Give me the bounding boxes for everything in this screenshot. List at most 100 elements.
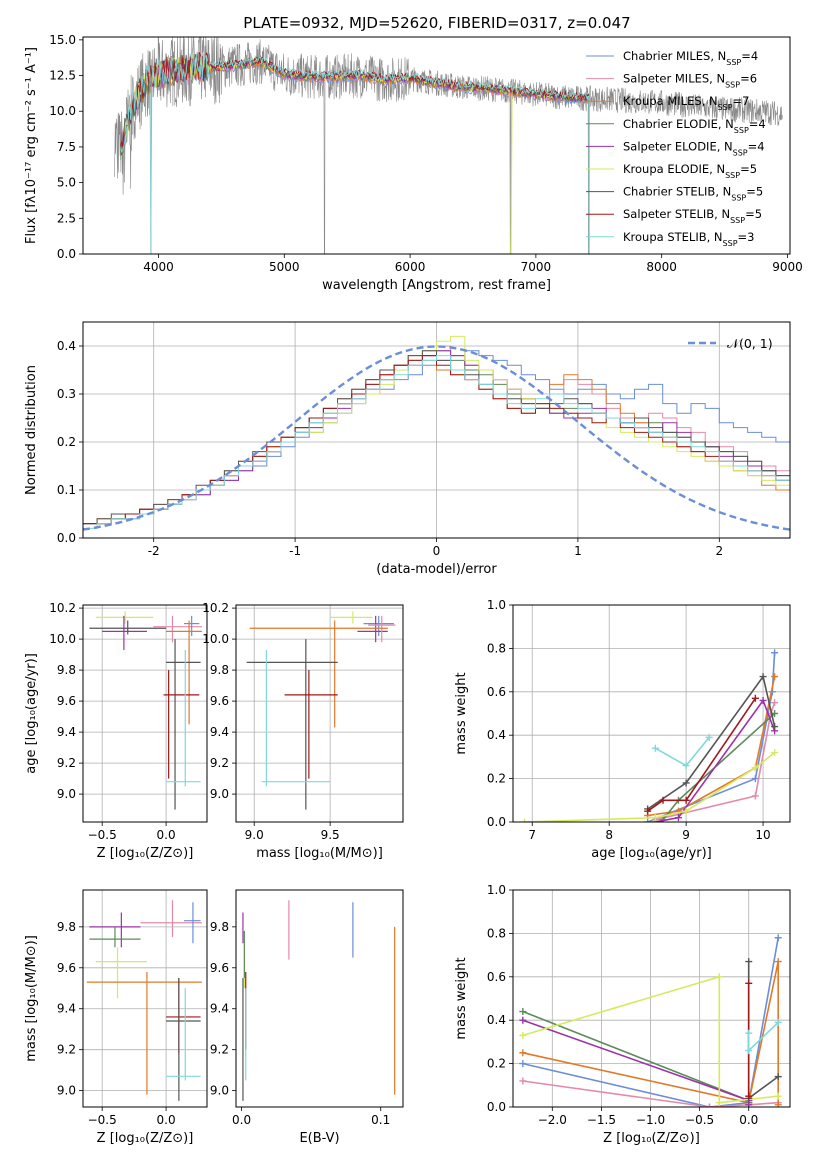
y-tick-label: 0.2 [487,772,506,786]
weight-point-marker [715,1099,723,1107]
weight-point-marker [705,1103,713,1107]
weight-point-marker [759,696,767,704]
x-tick-label: 5000 [269,260,300,274]
y-tick-label: 9.4 [210,1002,229,1016]
weight-point-marker [521,818,529,822]
y-tick-label: 10.0 [49,104,76,118]
x-tick-label: 9 [682,828,690,842]
y-tick-label: 9.6 [210,961,229,975]
x-tick-label: 2 [715,544,723,558]
legend-entry-label: 𝒩(0, 1) [727,336,773,351]
y-axis-label: Flux [fλ10⁻¹⁷ erg cm⁻² s⁻¹ A⁻¹] [24,47,39,244]
y-tick-label: 1.0 [487,883,506,897]
age_vs_mass-plot-area [236,605,403,822]
weight-point-marker [682,807,690,815]
weight-point-marker [519,1008,527,1016]
spectrum-panel: 4000 5000 6000 7000 8000 9000 0.0 2.5 5.0 7.5 10.0… [24,33,803,293]
weight-series-0 [647,652,776,822]
x-tick-label: 9.5 [321,828,340,842]
y-tick-label: 10.0 [202,632,229,646]
y-tick-label: 9.8 [57,920,76,934]
weight-point-marker [644,818,652,822]
legend-entry-label: Kroupa ELODIE, NSSP=5 [623,162,757,180]
weight-point-marker [519,1060,527,1068]
weight-point-marker [774,1018,782,1026]
age_vs_z-plot-area [83,605,207,822]
x-axis-label: wavelength [Angstrom, rest frame] [322,278,551,293]
spectrum-plot-area [114,37,783,254]
weight-point-marker [745,1029,753,1037]
x-tick-label: 0.1 [371,1113,390,1127]
legend-entry-label: Chabrier MILES, NSSP=4 [623,49,758,67]
y-axis-label: mass weight [454,957,469,1039]
y-tick-label: 9.0 [210,1084,229,1098]
axes-frame [82,604,208,823]
x-axis-label: mass [log₁₀(M/M⊙)] [256,846,383,861]
axes-frame [82,889,208,1108]
y-tick-label: 9.4 [57,725,76,739]
x-tick-label: −0.5 [88,828,117,842]
y-axis-label: mass weight [454,672,469,754]
x-axis-label: Z [log₁₀(Z/Z⊙)] [97,846,194,861]
axes-frame [82,321,791,539]
weight-point-marker [674,814,682,822]
legend-entry-label: Chabrier STELIB, NSSP=5 [623,185,763,203]
x-tick-label: −1.5 [587,1113,616,1127]
residuals-plot-area [83,322,790,538]
age_vs_mass-panel: 9.0 9.5 9.0 9.2 9.4 9.6 9.8 10.0 10.2 mass [log₁₀… [202,601,404,861]
y-tick-label: 9.6 [57,961,76,975]
weight-series-2 [522,961,779,1105]
weight-point-marker [644,807,652,815]
legend-entry-label: Chabrier ELODIE, NSSP=4 [623,117,766,135]
x-tick-label: 0 [433,544,441,558]
x-tick-label: 6000 [395,260,426,274]
weight-point-marker [659,796,667,804]
weight-point-marker [771,649,779,657]
y-tick-label: 9.2 [210,756,229,770]
y-tick-label: 9.6 [57,694,76,708]
x-tick-label: 0.0 [157,828,176,842]
y-tick-label: 9.4 [210,725,229,739]
weight-point-marker [519,1077,527,1085]
y-tick-label: 9.8 [57,663,76,677]
weight-point-marker [745,1101,753,1107]
x-axis-label: (data-model)/error [376,562,497,577]
y-tick-label: 0.0 [57,247,76,261]
weight-point-marker [751,775,759,783]
weight-point-marker [705,733,713,741]
y-tick-label: 0.8 [487,926,506,940]
weight-point-marker [745,958,753,966]
y-tick-label: 10.2 [202,601,229,615]
weight-point-marker [519,1016,527,1024]
y-tick-label: 0.4 [487,1013,506,1027]
y-tick-label: 0.3 [57,387,76,401]
mass_vs_ebv-plot-area [242,900,396,1101]
y-axis-label: age [log₁₀(age/yr)] [24,653,39,774]
histogram-series-0 [83,350,790,538]
x-tick-label: 0.0 [739,1113,758,1127]
spectrum-legend: Chabrier MILES, NSSP=4 Salpeter MILES, NS… [586,49,766,247]
weight-point-marker [771,749,779,757]
weight-point-marker [771,673,779,681]
weight-series-8 [747,1021,779,1053]
weight-point-marker [774,1073,782,1081]
x-tick-label: −0.5 [88,1113,117,1127]
weight-series-4 [655,698,776,822]
x-axis-label: Z [log₁₀(Z/Z⊙)] [603,1131,700,1146]
y-axis-label: mass [log₁₀(M/M⊙)] [24,935,39,1062]
x-tick-label: 8 [605,828,613,842]
weight-point-marker [751,694,759,702]
y-tick-label: 9.8 [210,920,229,934]
weight-series-4 [522,1019,750,1105]
weight-point-marker [682,779,690,787]
weight-series-1 [522,1080,779,1107]
mass_vs_z-panel: −0.5 0.0 9.0 9.2 9.4 9.6 9.8 Z [log₁₀(Z/Z⊙)] mas… [24,889,208,1146]
y-tick-label: 9.2 [210,1043,229,1057]
y-tick-label: 9.2 [57,756,76,770]
weight-point-marker [759,673,767,681]
y-tick-label: 0.0 [487,815,506,829]
y-tick-label: 9.2 [57,1043,76,1057]
y-tick-label: 0.6 [487,970,506,984]
y-tick-label: 9.0 [210,787,229,801]
